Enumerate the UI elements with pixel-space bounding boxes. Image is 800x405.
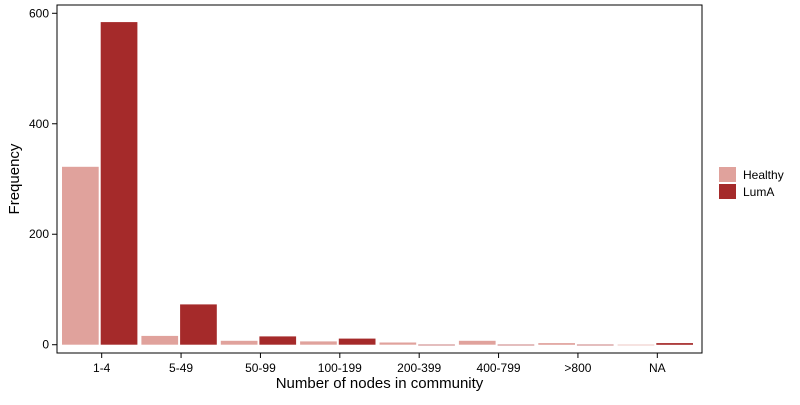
x-tick-label: 1-4 [93, 361, 111, 375]
bar-luma-2 [180, 304, 217, 345]
x-tick-label: 100-199 [318, 361, 362, 375]
y-axis-title: Frequency [6, 143, 23, 214]
bar-healthy-1 [62, 166, 99, 345]
bar-healthy-5 [379, 342, 417, 345]
bar-healthy-6 [458, 340, 496, 345]
legend-swatch-healthy [719, 167, 736, 182]
bars-layer [62, 22, 693, 346]
y-tick-label: 0 [42, 338, 49, 352]
bar-luma-8 [656, 343, 693, 345]
y-axis: 0 200 400 600 [29, 6, 57, 352]
bar-luma-1 [100, 22, 138, 345]
bar-luma-5 [418, 344, 455, 346]
y-tick-label: 200 [29, 227, 49, 241]
legend-label-healthy: Healthy [743, 168, 784, 182]
plot-panel [56, 4, 703, 354]
bar-healthy-3 [220, 340, 258, 345]
x-axis-title: Number of nodes in community [276, 375, 484, 392]
legend: Healthy LumA [719, 167, 784, 199]
bar-healthy-8 [617, 344, 655, 346]
x-tick-label: 200-399 [397, 361, 441, 375]
x-tick-label: 400-799 [477, 361, 521, 375]
bar-luma-4 [338, 338, 376, 345]
bar-luma-7 [576, 344, 614, 346]
bar-healthy-2 [141, 335, 179, 345]
y-tick-label: 400 [29, 117, 49, 131]
bar-healthy-4 [300, 341, 337, 345]
bar-luma-3 [259, 336, 297, 345]
legend-swatch-luma [719, 184, 736, 199]
x-axis: 1-4 5-49 50-99 100-199 200-399 400-799 >800 NA [93, 353, 666, 375]
x-tick-label: 50-99 [245, 361, 276, 375]
bar-healthy-7 [538, 343, 575, 345]
y-tick-label: 600 [29, 6, 49, 20]
legend-label-luma: LumA [743, 185, 774, 199]
x-tick-label: >800 [564, 361, 591, 375]
x-tick-label: 5-49 [169, 361, 193, 375]
bar-luma-6 [497, 344, 535, 346]
x-tick-label: NA [649, 361, 666, 375]
